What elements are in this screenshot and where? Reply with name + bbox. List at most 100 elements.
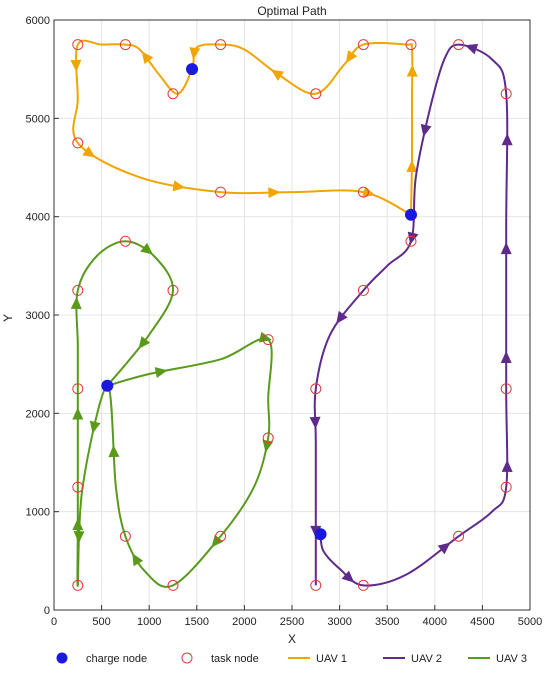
task-node xyxy=(215,530,227,542)
y-tick-label: 5000 xyxy=(26,113,50,125)
direction-arrow xyxy=(141,51,154,65)
x-tick-label: 3000 xyxy=(327,616,351,628)
direction-arrow xyxy=(407,231,419,245)
direction-arrow xyxy=(309,416,321,429)
legend-item-uav2: UAV 2 xyxy=(383,653,442,665)
direction-arrow xyxy=(500,242,512,255)
task-node xyxy=(310,383,322,395)
direction-arrow xyxy=(341,570,355,583)
task-node xyxy=(500,481,512,493)
task-node xyxy=(310,88,322,100)
legend-item-charge: charge node xyxy=(56,652,147,665)
task-node xyxy=(310,579,322,591)
direction-arrow xyxy=(501,133,513,146)
series-uav3 xyxy=(70,240,274,588)
direction-arrow xyxy=(270,69,285,81)
legend-item-task: task node xyxy=(181,652,259,665)
y-tick-label: 2000 xyxy=(26,408,50,420)
series-layer xyxy=(70,39,513,588)
direction-arrow xyxy=(72,518,84,531)
direction-arrow xyxy=(336,310,348,324)
charge-node xyxy=(101,379,114,392)
charge-node xyxy=(314,528,327,541)
direction-arrow xyxy=(73,531,85,544)
x-tick-label: 4500 xyxy=(470,616,494,628)
task-node xyxy=(72,284,84,296)
task-node xyxy=(72,39,84,51)
task-node xyxy=(405,39,417,51)
legend-swatch-task xyxy=(181,652,193,664)
direction-arrow xyxy=(500,351,512,363)
task-node xyxy=(72,481,84,493)
direction-arrow xyxy=(258,331,272,343)
task-node xyxy=(72,137,84,149)
task-node xyxy=(357,284,369,296)
legend-label-uav3: UAV 3 xyxy=(496,653,527,665)
x-tick-label: 2000 xyxy=(232,616,256,628)
y-tick-label: 4000 xyxy=(26,212,50,224)
axes: 0 500 1000 1500 2000 2500 3000 3500 4000 4500 5000… xyxy=(26,15,543,628)
y-axis-title: Y xyxy=(1,314,15,322)
direction-arrow xyxy=(82,146,96,158)
task-node xyxy=(119,530,131,542)
series-uav1 xyxy=(70,39,418,216)
direction-arrow xyxy=(70,296,82,310)
direction-arrow xyxy=(501,459,513,472)
task-node xyxy=(405,235,417,247)
direction-arrow xyxy=(268,187,281,199)
x-tick-label: 1500 xyxy=(185,616,209,628)
legend-label-uav2: UAV 2 xyxy=(411,653,442,665)
legend-label-charge: charge node xyxy=(86,653,147,665)
direction-arrow xyxy=(72,407,84,420)
direction-arrow xyxy=(189,47,201,60)
direction-arrow xyxy=(420,123,432,137)
direction-arrow xyxy=(211,534,224,548)
direction-arrow xyxy=(172,180,186,192)
chart-title: Optimal Path xyxy=(257,4,326,18)
task-node xyxy=(72,383,84,395)
task-node xyxy=(357,186,369,198)
series-uav2 xyxy=(309,43,513,587)
x-tick-label: 5000 xyxy=(518,616,542,628)
y-tick-label: 1000 xyxy=(26,507,50,519)
task-node xyxy=(262,432,274,444)
legend-label-uav1: UAV 1 xyxy=(316,653,347,665)
task-node xyxy=(167,579,179,591)
direction-arrow xyxy=(140,242,154,255)
direction-arrow xyxy=(406,160,418,173)
charge-node xyxy=(186,63,199,76)
direction-arrow xyxy=(464,43,479,55)
legend-item-uav1: UAV 1 xyxy=(288,653,347,665)
direction-arrow xyxy=(406,64,418,77)
direction-arrow xyxy=(89,420,101,434)
x-tick-label: 3500 xyxy=(375,616,399,628)
y-tick-label: 6000 xyxy=(26,15,50,27)
charge-node xyxy=(405,208,417,221)
series-line-uav1 xyxy=(72,39,414,216)
task-node xyxy=(215,186,227,198)
task-node xyxy=(119,235,131,247)
direction-arrow xyxy=(70,59,82,72)
x-tick-label: 4000 xyxy=(423,616,447,628)
x-tick-label: 0 xyxy=(51,616,57,628)
task-node xyxy=(167,284,179,296)
task-node xyxy=(262,334,274,346)
task-node xyxy=(167,88,179,100)
task-node xyxy=(453,530,465,542)
y-tick-label: 3000 xyxy=(26,310,50,322)
direction-arrow xyxy=(345,50,358,64)
direction-arrow xyxy=(108,445,120,458)
legend: charge node task node UAV 1 UAV 2 UAV 3 xyxy=(56,652,527,665)
x-tick-label: 2500 xyxy=(280,616,304,628)
x-tick-label: 1000 xyxy=(137,616,161,628)
direction-arrow xyxy=(437,542,451,555)
x-tick-label: 500 xyxy=(92,616,110,628)
legend-label-task: task node xyxy=(211,653,259,665)
direction-arrow xyxy=(132,553,144,567)
task-node xyxy=(453,39,465,51)
task-node xyxy=(357,579,369,591)
task-node xyxy=(119,39,131,51)
